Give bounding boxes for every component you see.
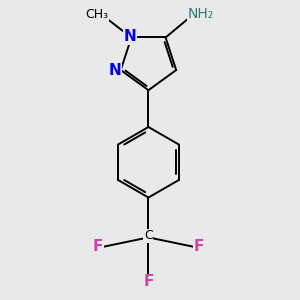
Text: F: F: [194, 239, 204, 254]
Text: CH₃: CH₃: [86, 8, 109, 21]
Text: N: N: [109, 63, 122, 78]
Text: NH₂: NH₂: [188, 8, 214, 22]
Text: F: F: [93, 239, 103, 254]
Text: F: F: [143, 274, 154, 290]
Text: C: C: [144, 230, 153, 242]
Text: N: N: [123, 29, 136, 44]
